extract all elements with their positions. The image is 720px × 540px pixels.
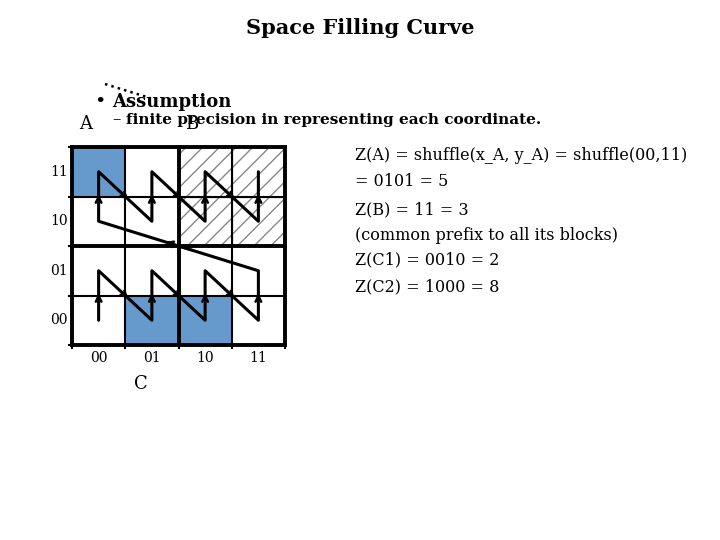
Bar — [125, 147, 179, 197]
Text: A: A — [78, 115, 92, 133]
Text: 10: 10 — [197, 351, 214, 365]
Bar — [232, 147, 285, 197]
Text: (common prefix to all its blocks): (common prefix to all its blocks) — [355, 226, 618, 244]
Text: Z(C2) = 1000 = 8: Z(C2) = 1000 = 8 — [355, 279, 500, 295]
Text: Z(C1) = 0010 = 2: Z(C1) = 0010 = 2 — [355, 252, 500, 268]
Bar — [179, 147, 232, 197]
Bar — [232, 147, 285, 197]
Bar — [72, 295, 125, 345]
Text: B: B — [185, 115, 199, 133]
Text: 01: 01 — [50, 264, 68, 278]
Bar — [232, 147, 285, 197]
Bar — [125, 295, 179, 345]
Bar — [232, 295, 285, 345]
Text: 00: 00 — [90, 351, 107, 365]
Text: Z(B) = 11 = 3: Z(B) = 11 = 3 — [355, 201, 469, 219]
Bar — [232, 197, 285, 246]
Text: 00: 00 — [50, 313, 68, 327]
Bar — [179, 147, 232, 197]
Text: Space Filling Curve: Space Filling Curve — [246, 18, 474, 38]
Bar — [232, 246, 285, 295]
Bar — [72, 197, 125, 246]
Bar — [179, 295, 232, 345]
Bar — [179, 147, 232, 197]
Bar — [125, 197, 179, 246]
Text: Assumption: Assumption — [112, 93, 231, 111]
Bar — [179, 246, 232, 295]
Text: –: – — [112, 111, 120, 129]
Text: finite precision in representing each coordinate.: finite precision in representing each co… — [126, 113, 541, 127]
Bar — [179, 197, 232, 246]
Bar — [179, 295, 232, 345]
Text: •: • — [94, 93, 106, 111]
Bar — [72, 246, 125, 295]
Text: 01: 01 — [143, 351, 161, 365]
Bar — [232, 197, 285, 246]
Bar — [72, 147, 125, 197]
Text: 11: 11 — [50, 165, 68, 179]
Text: = 0101 = 5: = 0101 = 5 — [355, 173, 449, 191]
Text: 10: 10 — [50, 214, 68, 228]
Bar — [179, 197, 232, 246]
Bar — [179, 197, 232, 246]
Bar — [125, 295, 179, 345]
Bar — [72, 147, 125, 197]
Text: C: C — [135, 375, 148, 393]
Bar — [125, 246, 179, 295]
Text: 11: 11 — [250, 351, 267, 365]
Bar — [232, 197, 285, 246]
Text: Z(A) = shuffle(x_A, y_A) = shuffle(00,11): Z(A) = shuffle(x_A, y_A) = shuffle(00,11… — [355, 146, 688, 164]
